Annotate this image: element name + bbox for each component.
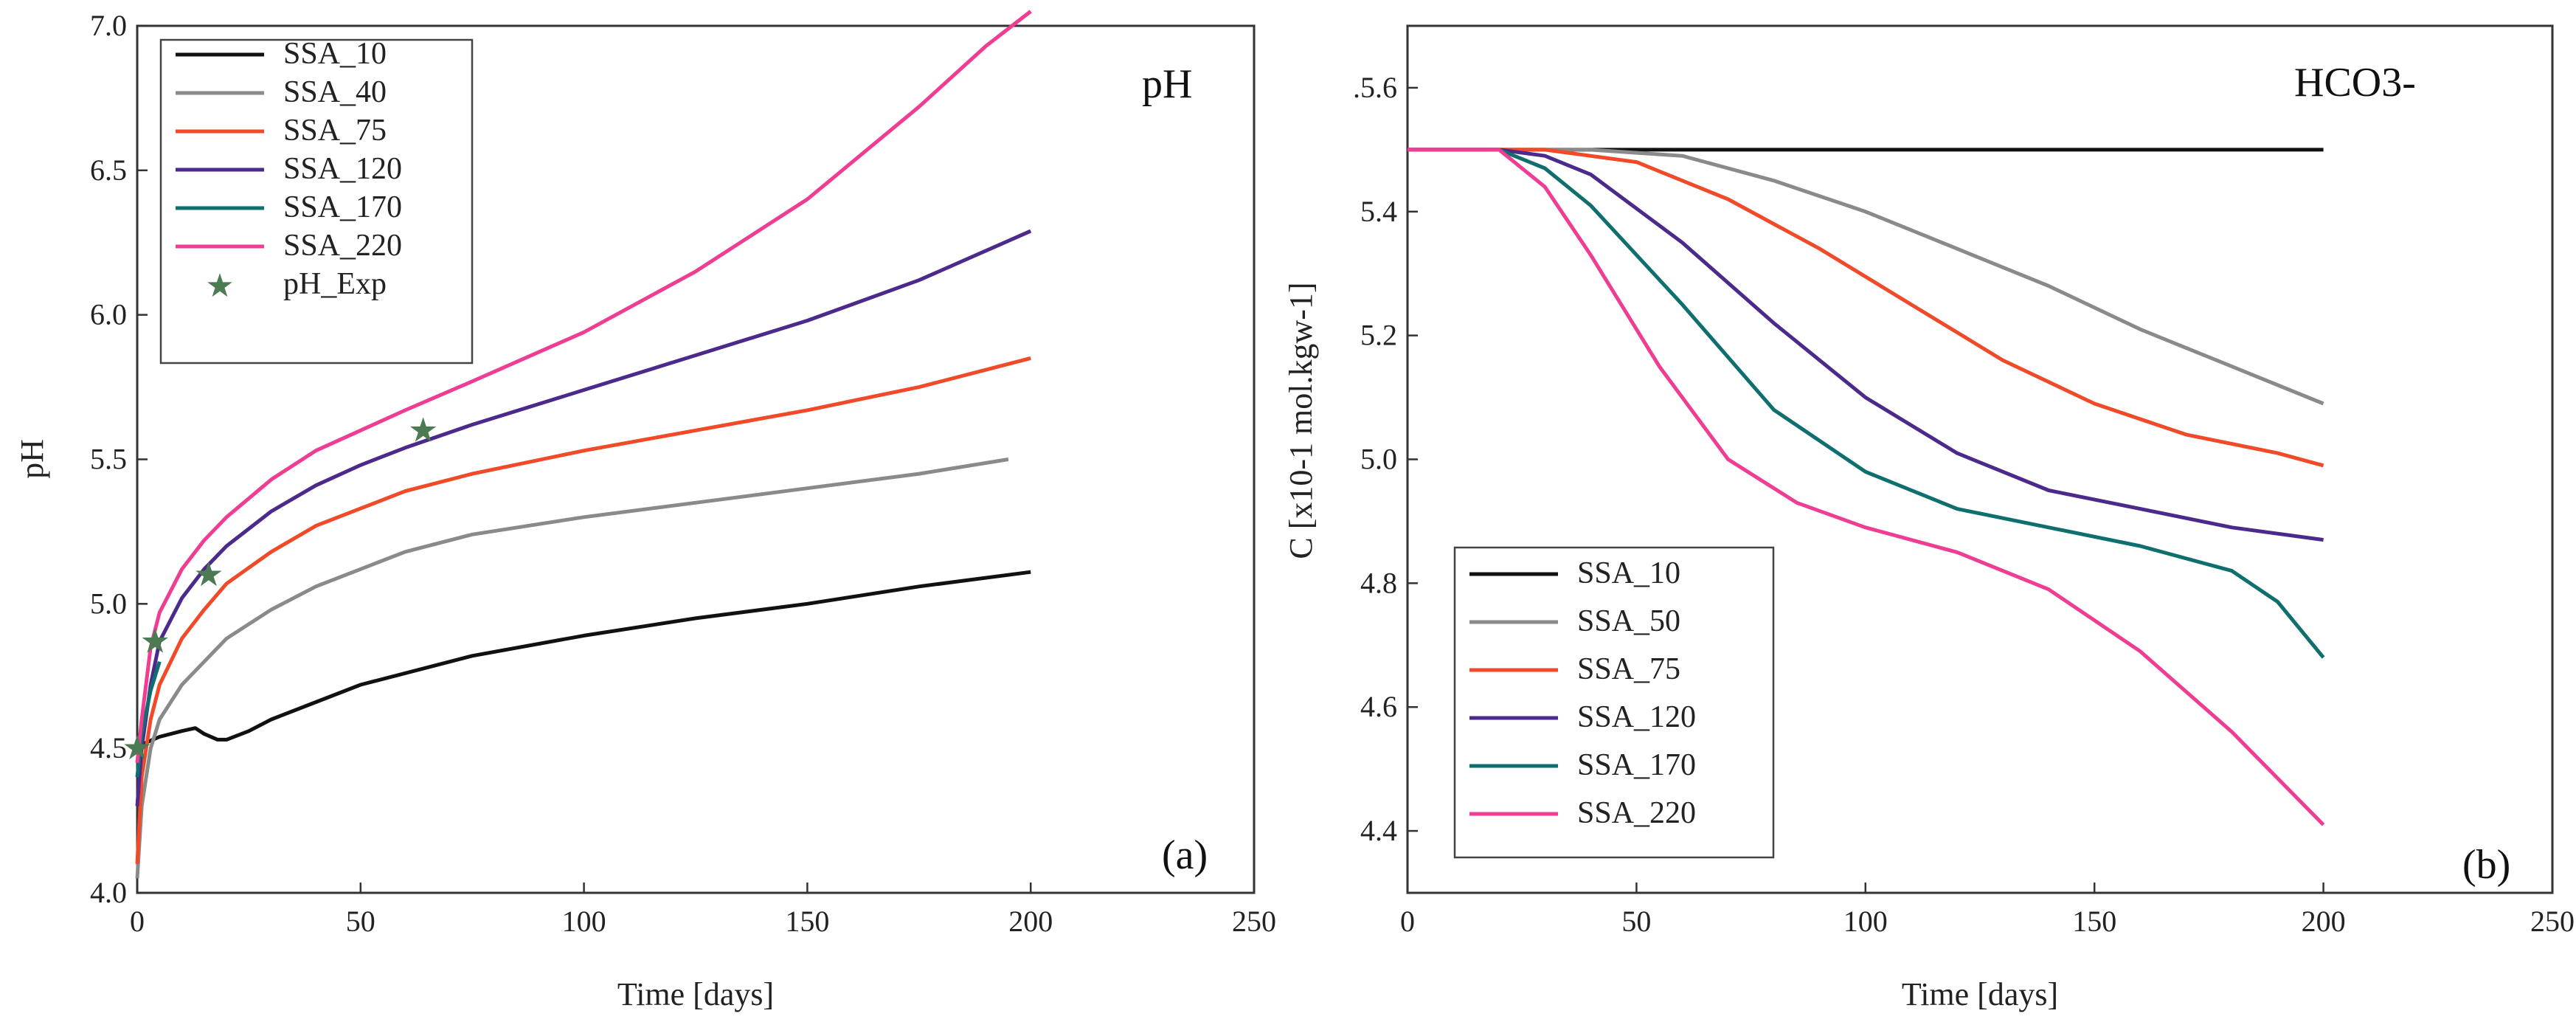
- a-x-tick-label: 200: [1008, 905, 1053, 938]
- panel-a-y-tick-labels: 4.0 4.5 5.0 5.5 6.0 6.5 7.0: [90, 9, 127, 909]
- b-x-tick-label: 100: [1843, 905, 1888, 938]
- b-y-tick-label: 4.4: [1360, 814, 1397, 847]
- panel-a-ticks: [136, 24, 1256, 894]
- b-series-line-ssa-120: [1408, 148, 2324, 542]
- exp-data-point: ★: [140, 621, 170, 660]
- b-x-tick-label: 0: [1400, 905, 1415, 938]
- a-series-line-ssa-10: [136, 570, 1031, 750]
- a-x-tick-label: 250: [1232, 905, 1276, 938]
- a-x-tick-label: 150: [785, 905, 829, 938]
- a-legend-label: SSA_10: [283, 37, 387, 71]
- panel-b-title: HCO3-: [2294, 60, 2416, 106]
- b-legend-label: SSA_120: [1577, 700, 1696, 734]
- b-y-tick-label: 5.2: [1360, 319, 1397, 352]
- b-legend-label: SSA_10: [1577, 556, 1680, 590]
- b-x-tick-label: 50: [1621, 905, 1651, 938]
- panel-a-y-axis-label: pH: [14, 439, 50, 479]
- panel-a-series: [135, 10, 1032, 879]
- a-y-tick-label: 5.5: [90, 443, 127, 476]
- a-series-line-ssa-75: [135, 356, 1031, 864]
- b-series-line-ssa-170: [1408, 148, 2325, 659]
- exp-data-point: ★: [193, 554, 224, 594]
- a-legend-label: SSA_220: [283, 229, 402, 263]
- b-y-tick-label: 5.4: [1360, 195, 1397, 228]
- panel-a-legend: SSA_10 SSA_40 SSA_75 SSA_120 SSA_170 SSA_220 ★…: [159, 37, 474, 365]
- a-x-tick-label: 50: [346, 905, 375, 938]
- a-x-tick-label: 0: [130, 905, 145, 938]
- panel-a-chart: ★ ★ ★ ★ 0 50 100 150 200 250 4.0 4.5 5.0 5.5 6.0 6.5 7…: [14, 9, 1276, 1012]
- panel-b-x-axis-label: Time [days]: [1902, 976, 2058, 1012]
- a-y-tick-label: 7.0: [90, 9, 127, 42]
- b-x-tick-label: 150: [2072, 905, 2116, 938]
- b-series-line-ssa-75: [1408, 148, 2324, 468]
- a-legend-label: SSA_40: [283, 75, 387, 109]
- panel-b-series: [1408, 148, 2325, 826]
- b-y-tick-label: 4.8: [1360, 566, 1397, 599]
- a-legend-label: SSA_120: [283, 152, 402, 186]
- exp-data-point: ★: [408, 410, 438, 449]
- b-y-tick-label: 5.0: [1360, 443, 1397, 476]
- a-y-tick-label: 6.5: [90, 153, 127, 187]
- a-y-tick-label: 4.0: [90, 876, 127, 909]
- panel-b-chart: 0 50 100 150 200 250 4.4 4.6 4.8 5.0 5.2 5.4 .5.6 T…: [1283, 24, 2575, 1012]
- b-series-line-ssa-50: [1408, 148, 2324, 406]
- panel-b-panel-label: (b): [2462, 842, 2510, 888]
- panel-a-title: pH: [1142, 61, 1192, 107]
- a-y-tick-label: 4.5: [90, 731, 127, 764]
- b-legend-label: SSA_170: [1577, 748, 1696, 782]
- panel-b-ticks: [1406, 86, 2554, 893]
- panel-b-legend: SSA_10 SSA_50 SSA_75 SSA_120 SSA_170 SSA_220: [1453, 546, 1775, 859]
- b-x-tick-label: 250: [2530, 905, 2575, 938]
- a-series-line-ssa-120: [135, 229, 1032, 807]
- panel-b-x-tick-labels: 0 50 100 150 200 250: [1400, 905, 2575, 938]
- panel-a-x-tick-labels: 0 50 100 150 200 250: [130, 905, 1276, 938]
- panel-a-exp-points: ★ ★ ★ ★: [122, 410, 438, 767]
- panel-a-panel-label: (a): [1162, 832, 1208, 878]
- exp-data-point: ★: [122, 728, 152, 767]
- a-legend-label: SSA_75: [283, 114, 387, 148]
- panel-b-y-tick-labels: 4.4 4.6 4.8 5.0 5.2 5.4 .5.6: [1353, 71, 1397, 847]
- panel-b-y-axis-label: C [x10-1 mol.kgw-1]: [1283, 282, 1319, 559]
- b-x-tick-label: 200: [2302, 905, 2346, 938]
- a-x-tick-label: 100: [562, 905, 606, 938]
- panel-b-legend-box: [1453, 546, 1775, 859]
- b-series-line-ssa-220: [1408, 148, 2325, 826]
- a-y-tick-label: 6.0: [90, 298, 127, 331]
- a-legend-star-icon: ★: [205, 267, 234, 305]
- a-series-line-ssa-40: [135, 457, 1009, 879]
- panel-a-x-axis-label: Time [days]: [617, 976, 774, 1012]
- b-y-tick-label: 4.6: [1360, 690, 1397, 723]
- b-legend-label: SSA_75: [1577, 652, 1680, 686]
- b-legend-label: SSA_220: [1577, 796, 1696, 830]
- b-y-tick-label: .5.6: [1353, 71, 1397, 104]
- a-legend-label: pH_Exp: [283, 267, 387, 301]
- a-y-tick-label: 5.0: [90, 587, 127, 620]
- a-legend-label: SSA_170: [283, 190, 402, 224]
- a-series-line-ssa-220: [135, 10, 1032, 764]
- b-legend-label: SSA_50: [1577, 604, 1680, 638]
